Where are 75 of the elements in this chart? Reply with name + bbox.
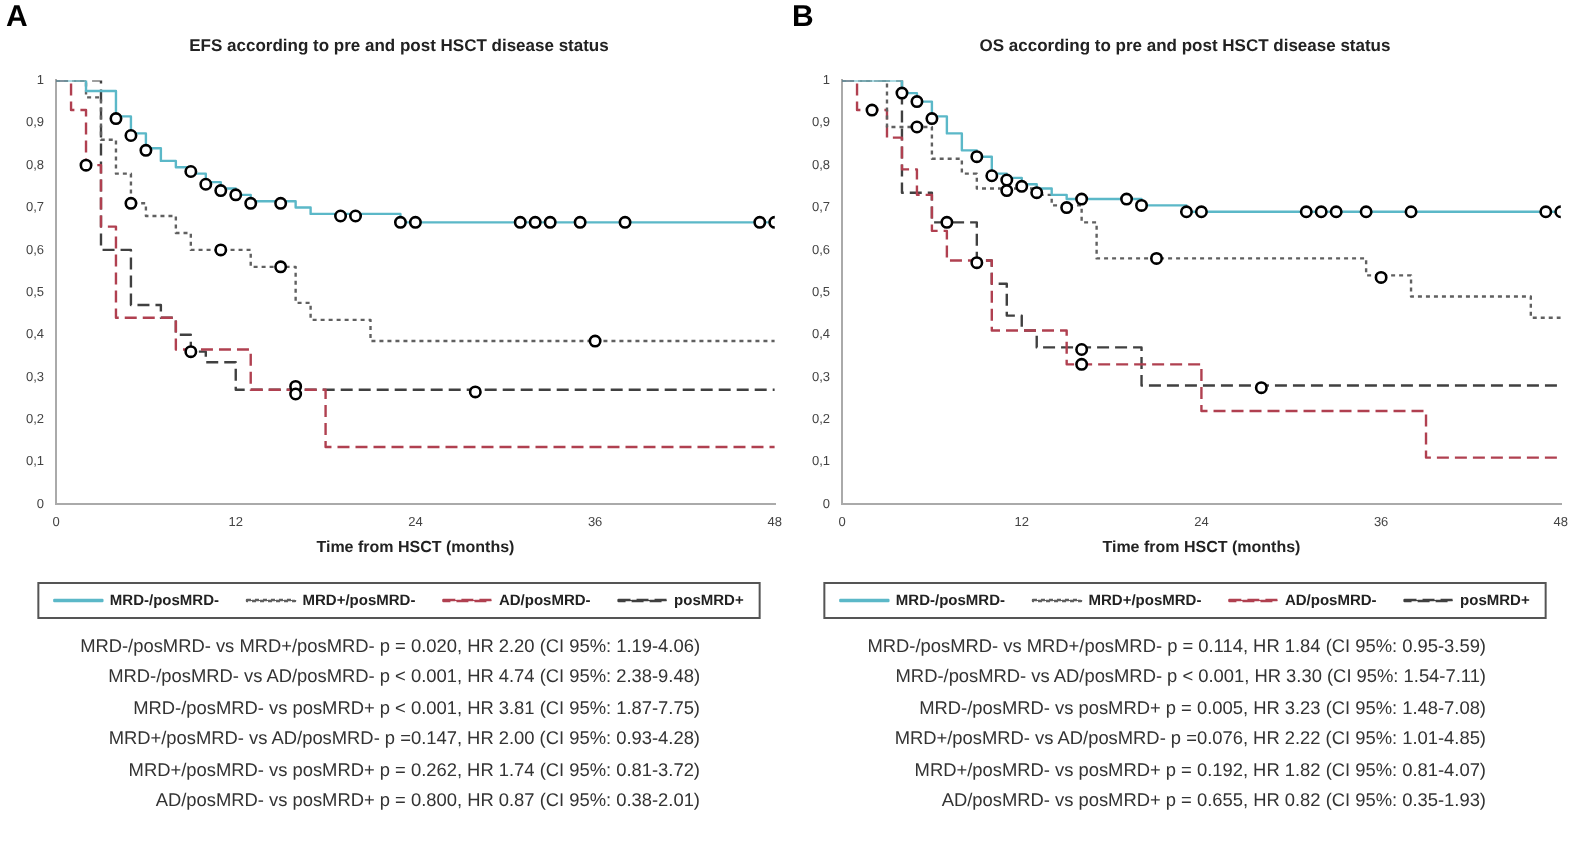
point (468, 385, 482, 399)
text: MRD+/posMRD- vs posMRD+ p = 0.262, HR 1.74 (CI 95%: 0.81-3.72) (126, 757, 700, 784)
text: MRD+/posMRD- vs AD/posMRD- p =0.076, HR 2.22 (CI 95%: 1.01-4.85) (892, 726, 1486, 753)
point (1015, 179, 1029, 193)
point (1329, 205, 1343, 219)
point (1404, 205, 1418, 219)
point (184, 345, 198, 359)
point (1254, 381, 1268, 395)
x-axis-title: Time from HSCT (months) (1102, 537, 1302, 556)
point (289, 387, 303, 401)
text: MRD+/posMRD- vs posMRD+ p = 0.192, HR 1.82 (CI 95%: 0.81-4.07) (912, 757, 1486, 784)
point (229, 188, 243, 202)
point (199, 177, 213, 191)
text: AD/posMRD- vs posMRD+ p = 0.655, HR 0.82 (CI 95%: 0.35-1.93) (939, 788, 1486, 815)
point (1000, 173, 1014, 187)
point (214, 243, 228, 257)
point (940, 215, 954, 229)
point (1299, 205, 1313, 219)
point (124, 196, 138, 210)
point (79, 158, 93, 172)
point (618, 215, 632, 229)
text: B (792, 0, 814, 34)
point (865, 103, 879, 117)
point (1000, 184, 1014, 198)
x-axis-title: Time from HSCT (months) (316, 537, 516, 556)
point (408, 215, 422, 229)
point (124, 128, 138, 142)
point (895, 86, 909, 100)
text: A (6, 0, 28, 34)
point (274, 196, 288, 210)
point (753, 215, 767, 229)
point (1075, 343, 1089, 357)
text: MRD-/posMRD- vs AD/posMRD- p < 0.001, HR 3.30 (CI 95%: 1.54-7.11) (893, 664, 1486, 691)
text: AD/posMRD- vs posMRD+ p = 0.800, HR 0.87 (CI 95%: 0.38-2.01) (153, 788, 700, 815)
point (513, 215, 527, 229)
point (334, 209, 348, 223)
text: MRD+/posMRD- vs AD/posMRD- p =0.147, HR 2.00 (CI 95%: 0.93-4.28) (106, 726, 700, 753)
point (109, 112, 123, 126)
point (1075, 192, 1089, 206)
point (910, 95, 924, 109)
point (543, 215, 557, 229)
chart-title: OS according to pre and post HSCT disease status (979, 34, 1391, 55)
point (588, 334, 602, 348)
text: MRD-/posMRD- vs MRD+/posMRD- p = 0.020, HR 2.20 (CI 95%: 1.19-4.06) (78, 634, 700, 660)
point (1179, 205, 1193, 219)
point (274, 260, 288, 274)
point (1314, 205, 1328, 219)
point (970, 150, 984, 164)
point (1359, 205, 1373, 219)
point (214, 184, 228, 198)
point (1539, 205, 1553, 219)
text: MRD-/posMRD- vs MRD+/posMRD- p = 0.114, HR 1.84 (CI 95%: 0.95-3.59) (865, 634, 1486, 660)
text: MRD-/posMRD- vs posMRD+ p < 0.001, HR 3.81 (CI 95%: 1.87-7.75) (131, 695, 700, 722)
point (1030, 186, 1044, 200)
point (528, 215, 542, 229)
point (184, 165, 198, 179)
point (1120, 192, 1134, 206)
point (393, 215, 407, 229)
point (985, 169, 999, 183)
point (925, 112, 939, 126)
point (244, 196, 258, 210)
chart-title: EFS according to pre and post HSCT disease status (189, 34, 610, 55)
point (1075, 357, 1089, 371)
point (573, 215, 587, 229)
point (139, 143, 153, 157)
point (1374, 270, 1388, 284)
point (1135, 198, 1149, 212)
point (349, 209, 363, 223)
point (1194, 205, 1208, 219)
point (1060, 201, 1074, 215)
point (1150, 251, 1163, 265)
text: MRD-/posMRD- vs AD/posMRD- p < 0.001, HR 4.74 (CI 95%: 2.38-9.48) (106, 664, 700, 691)
point (970, 256, 984, 270)
text: MRD-/posMRD- vs posMRD+ p = 0.005, HR 3.23 (CI 95%: 1.48-7.08) (917, 695, 1486, 722)
point (910, 120, 924, 134)
